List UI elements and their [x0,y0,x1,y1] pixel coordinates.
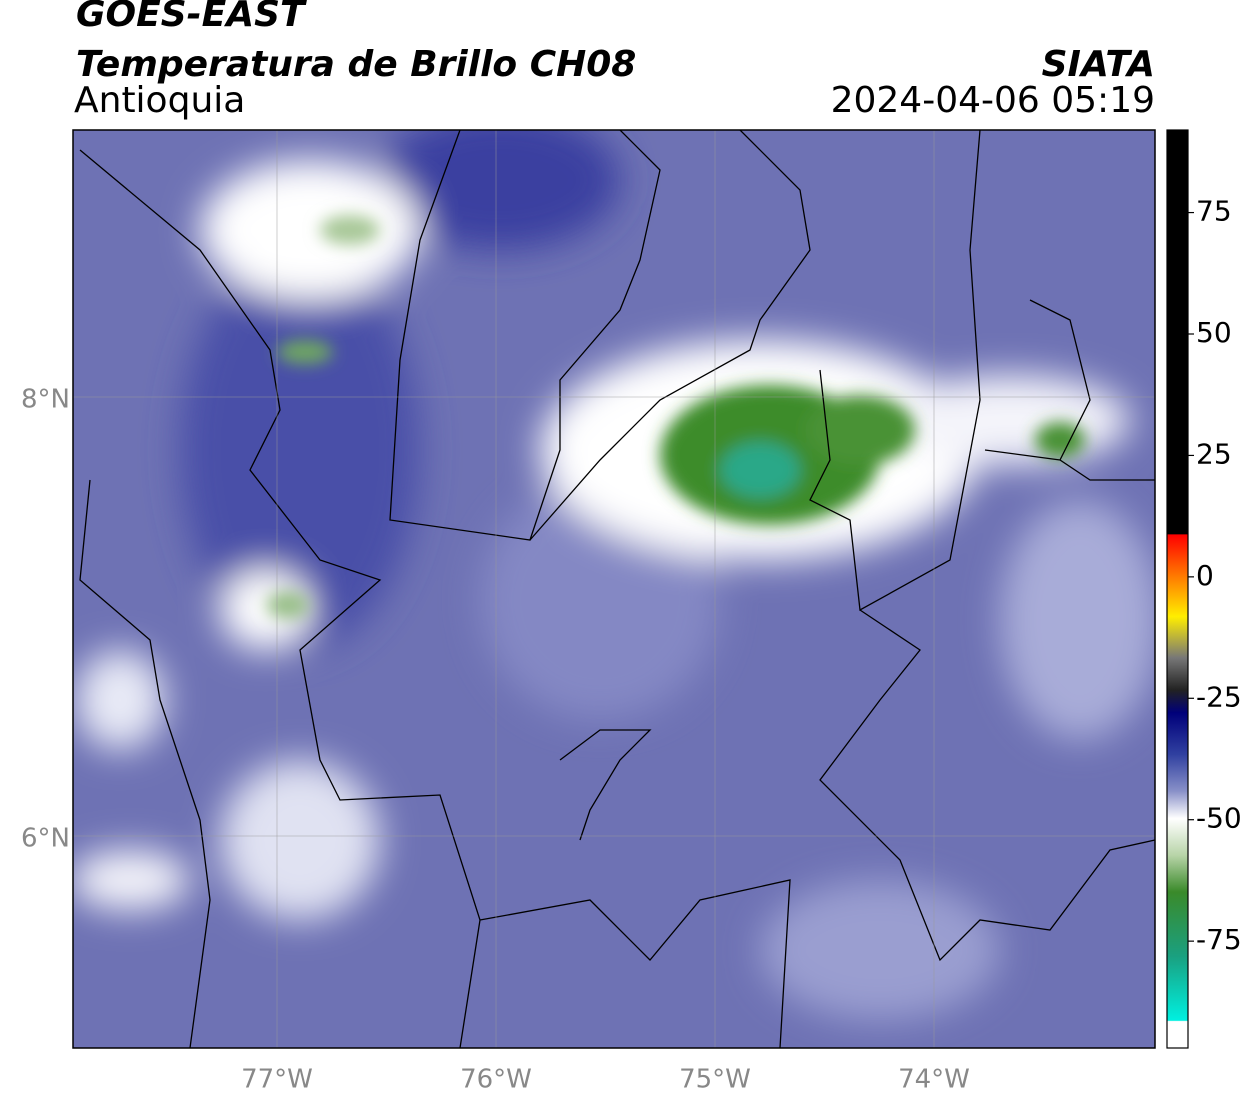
satellite-image [73,130,1155,1048]
lat-label: 8°N [21,385,70,415]
title: GOES-EAST [76,0,307,35]
map-frame [72,129,1156,1049]
colorbar-tick-label: -25 [1196,680,1242,713]
colorbar-tick-label: 0 [1196,559,1214,592]
colorbar-tick-label: 50 [1196,316,1232,349]
lon-label: 74°W [898,1065,970,1095]
source: SIATA [1042,44,1155,85]
colorbar-tick-label: -50 [1196,802,1242,835]
lon-label: 75°W [679,1065,751,1095]
subtitle: Temperatura de Brillo CH08 [76,44,636,85]
datetime: 2024-04-06 05:19 [831,80,1155,121]
colorbar-ticks: 75 50 25 0 -25 -50 -75 [1188,195,1242,956]
lon-label: 77°W [241,1065,313,1095]
region: Antioquia [74,80,245,121]
colorbar-tick-label: -75 [1196,923,1242,956]
colorbar-tick-label: 25 [1196,437,1232,470]
colorbar-tick-label: 75 [1196,195,1232,228]
lon-label: 76°W [460,1065,532,1095]
colorbar [1166,129,1189,1049]
lat-label: 6°N [21,824,70,854]
